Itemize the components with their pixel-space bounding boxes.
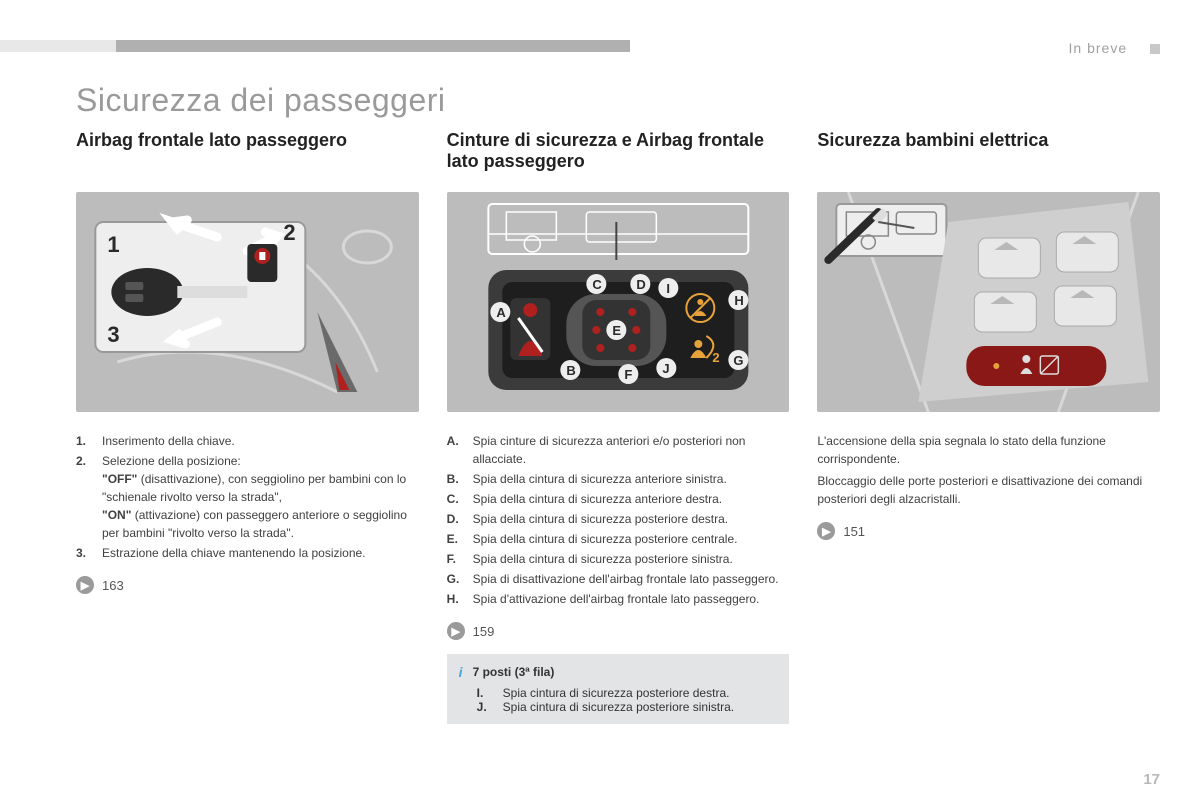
list-text: Spia della cintura di sicurezza posterio… xyxy=(473,550,790,568)
page-ref-icon: ▶ xyxy=(76,576,94,594)
bambini-body-2: Bloccaggio delle porte posteriori e disa… xyxy=(817,472,1160,508)
airbag-title: Airbag frontale lato passeggero xyxy=(76,130,419,178)
page-ref-icon: ▶ xyxy=(817,522,835,540)
list-text: Spia cintura di sicurezza posteriore sin… xyxy=(503,700,778,714)
list-marker: 2. xyxy=(76,452,102,542)
list-text: Selezione della posizione:"OFF" (disatti… xyxy=(102,452,419,542)
content-columns: Airbag frontale lato passeggero xyxy=(76,130,1160,724)
list-marker: D. xyxy=(447,510,473,528)
list-item: A.Spia cinture di sicurezza anteriori e/… xyxy=(447,432,790,468)
header-bar-left xyxy=(0,40,116,52)
list-text: Spia della cintura di sicurezza anterior… xyxy=(473,490,790,508)
info-box: i 7 posti (3ª fila) I.Spia cintura di si… xyxy=(447,654,790,724)
svg-text:C: C xyxy=(592,277,602,292)
info-list: I.Spia cintura di sicurezza posteriore d… xyxy=(459,686,778,714)
list-item: 1. Inserimento della chiave. xyxy=(76,432,419,450)
svg-text:F: F xyxy=(624,367,632,382)
list-marker: 1. xyxy=(76,432,102,450)
svg-text:J: J xyxy=(662,361,669,376)
page-title: Sicurezza dei passeggeri xyxy=(76,82,446,119)
breadcrumb: In breve xyxy=(1069,40,1160,56)
list-marker: A. xyxy=(447,432,473,468)
info-title-text: 7 posti (3ª fila) xyxy=(473,665,555,679)
page-ref: ▶ 151 xyxy=(817,522,1160,540)
svg-text:B: B xyxy=(566,363,575,378)
col-cinture: Cinture di sicurezza e Airbag frontale l… xyxy=(447,130,790,724)
list-item: H.Spia d'attivazione dell'airbag frontal… xyxy=(447,590,790,608)
list-marker: J. xyxy=(477,700,503,714)
svg-text:A: A xyxy=(496,305,506,320)
col-airbag: Airbag frontale lato passeggero xyxy=(76,130,419,724)
list-item: C.Spia della cintura di sicurezza anteri… xyxy=(447,490,790,508)
page-number: 17 xyxy=(1143,771,1160,788)
list-text: Spia cinture di sicurezza anteriori e/o … xyxy=(473,432,790,468)
svg-text:H: H xyxy=(734,293,743,308)
page-ref-number: 159 xyxy=(473,624,495,639)
list-marker: B. xyxy=(447,470,473,488)
cinture-list: A.Spia cinture di sicurezza anteriori e/… xyxy=(447,432,790,608)
list-item: I.Spia cintura di sicurezza posteriore d… xyxy=(477,686,778,700)
breadcrumb-text: In breve xyxy=(1069,40,1128,56)
svg-text:G: G xyxy=(733,353,743,368)
page-ref: ▶ 163 xyxy=(76,576,419,594)
list-marker: C. xyxy=(447,490,473,508)
list-text: Spia della cintura di sicurezza posterio… xyxy=(473,510,790,528)
bambini-illustration xyxy=(817,192,1160,412)
bambini-title: Sicurezza bambini elettrica xyxy=(817,130,1160,178)
list-text: Inserimento della chiave. xyxy=(102,432,419,450)
list-text: Spia della cintura di sicurezza anterior… xyxy=(473,470,790,488)
page-ref: ▶ 159 xyxy=(447,622,790,640)
cinture-title: Cinture di sicurezza e Airbag frontale l… xyxy=(447,130,790,178)
list-marker: 3. xyxy=(76,544,102,562)
list-text: Spia d'attivazione dell'airbag frontale … xyxy=(473,590,790,608)
list-marker: I. xyxy=(477,686,503,700)
list-item: G.Spia di disattivazione dell'airbag fro… xyxy=(447,570,790,588)
list-marker: G. xyxy=(447,570,473,588)
col-bambini: Sicurezza bambini elettrica xyxy=(817,130,1160,724)
cinture-illustration: 2 A B C D E F G H I J xyxy=(447,192,790,412)
list-item: 3. Estrazione della chiave mantenendo la… xyxy=(76,544,419,562)
list-text: Estrazione della chiave mantenendo la po… xyxy=(102,544,419,562)
breadcrumb-square-icon xyxy=(1150,44,1160,54)
list-text: Spia della cintura di sicurezza posterio… xyxy=(473,530,790,548)
list-text: Spia cintura di sicurezza posteriore des… xyxy=(503,686,778,700)
list-item: E.Spia della cintura di sicurezza poster… xyxy=(447,530,790,548)
svg-text:E: E xyxy=(612,323,621,338)
illus-label-1: 1 xyxy=(107,232,119,257)
bambini-body-1: L'accensione della spia segnala lo stato… xyxy=(817,432,1160,468)
list-item: J.Spia cintura di sicurezza posteriore s… xyxy=(477,700,778,714)
page-ref-number: 163 xyxy=(102,578,124,593)
page-ref-number: 151 xyxy=(843,524,865,539)
info-icon: i xyxy=(459,664,463,680)
list-item: F.Spia della cintura di sicurezza poster… xyxy=(447,550,790,568)
svg-text:2: 2 xyxy=(712,350,719,365)
airbag-list: 1. Inserimento della chiave. 2. Selezion… xyxy=(76,432,419,562)
svg-text:D: D xyxy=(636,277,645,292)
page-ref-icon: ▶ xyxy=(447,622,465,640)
list-marker: F. xyxy=(447,550,473,568)
list-item: 2. Selezione della posizione:"OFF" (disa… xyxy=(76,452,419,542)
list-marker: E. xyxy=(447,530,473,548)
list-item: D.Spia della cintura di sicurezza poster… xyxy=(447,510,790,528)
list-item: B.Spia della cintura di sicurezza anteri… xyxy=(447,470,790,488)
airbag-illustration: 1 2 3 xyxy=(76,192,419,412)
list-marker: H. xyxy=(447,590,473,608)
info-box-title: i 7 posti (3ª fila) xyxy=(459,664,778,680)
list-text: Spia di disattivazione dell'airbag front… xyxy=(473,570,790,588)
illus-label-3: 3 xyxy=(107,322,119,347)
svg-text:I: I xyxy=(666,281,670,296)
illus-label-2: 2 xyxy=(283,220,295,245)
